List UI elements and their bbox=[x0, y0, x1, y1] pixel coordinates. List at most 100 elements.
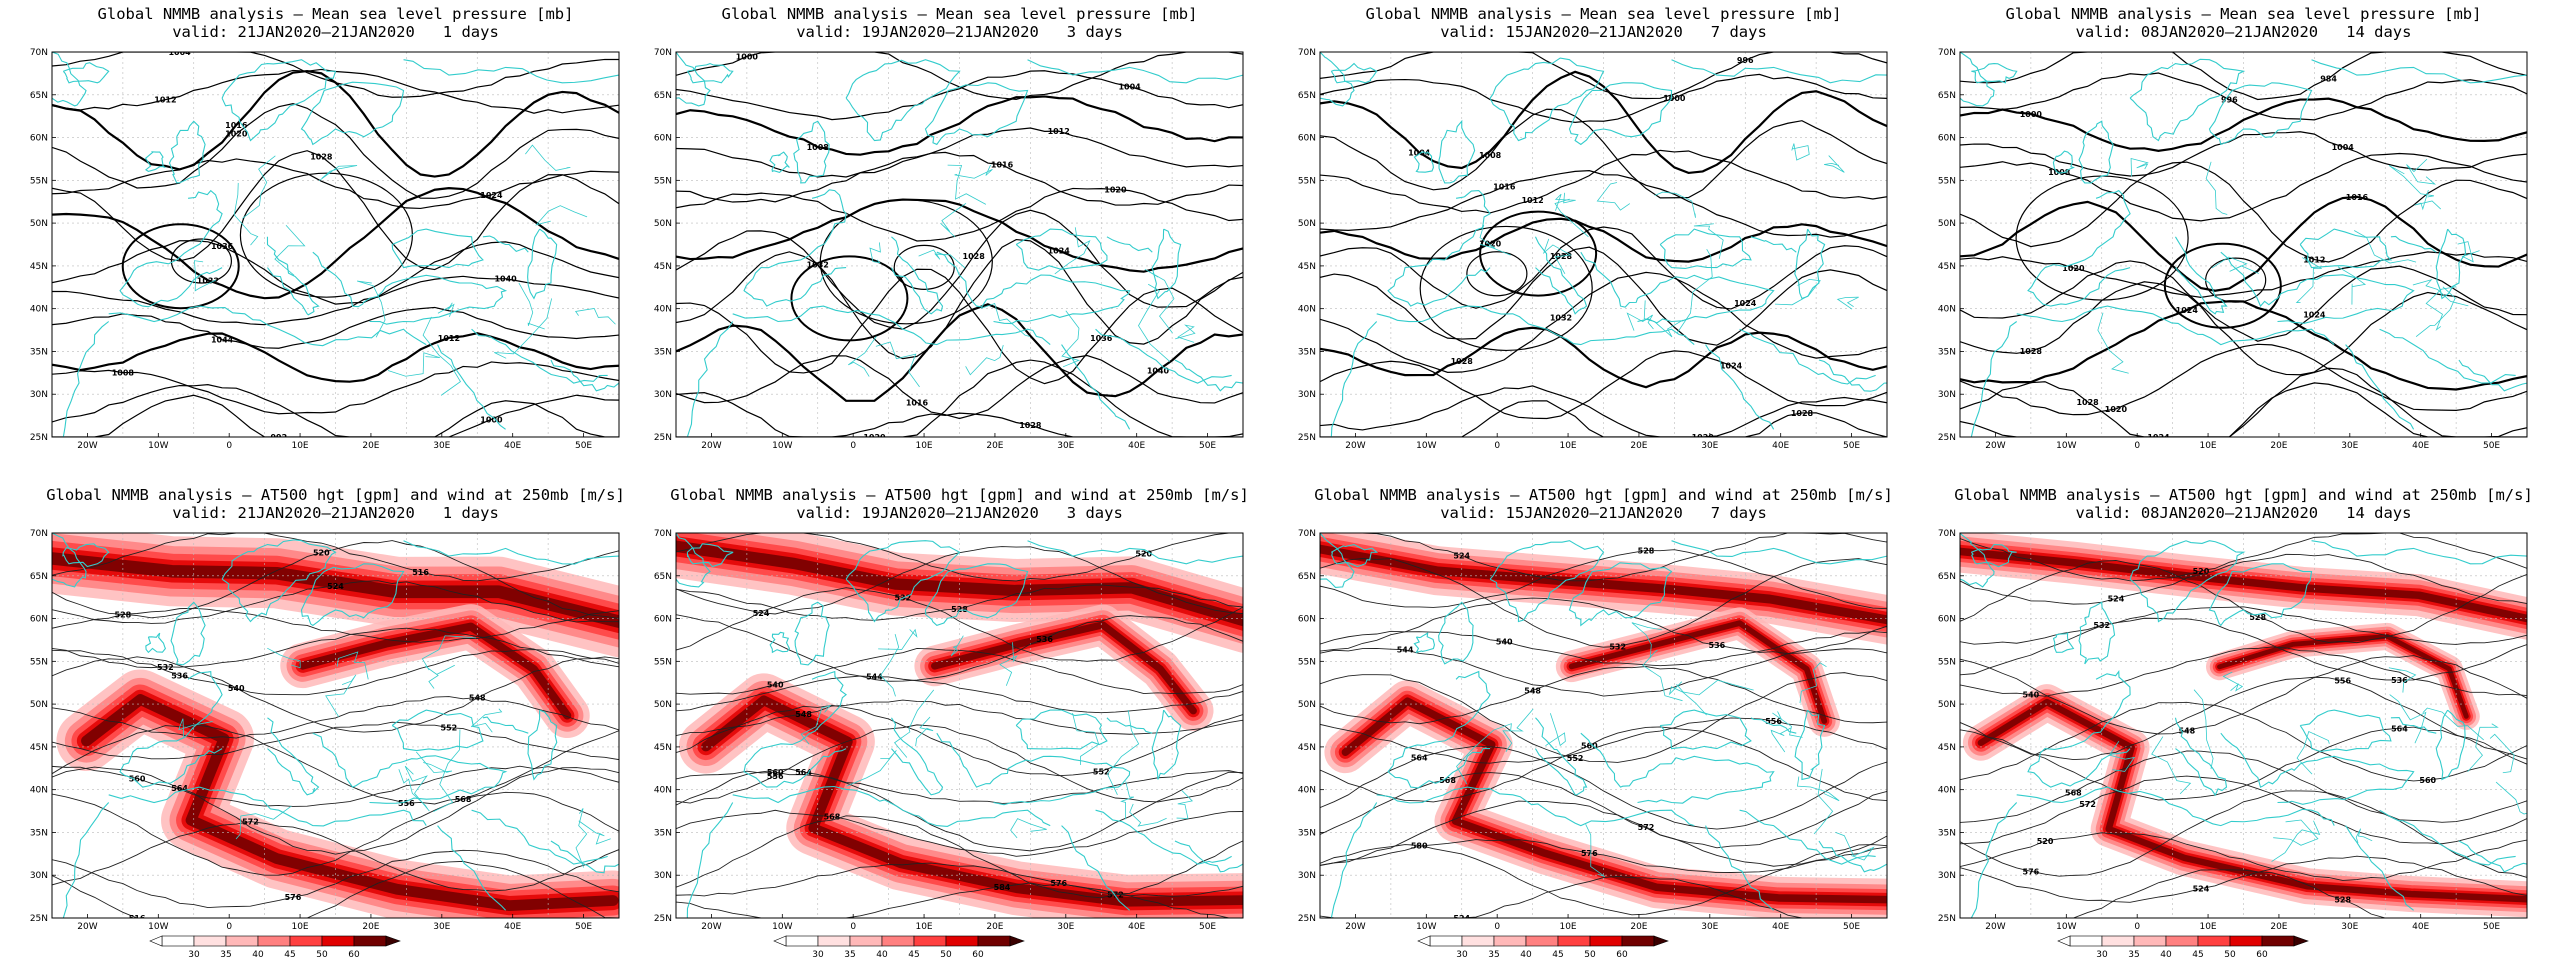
country-border bbox=[915, 716, 934, 747]
country-border bbox=[1554, 198, 1589, 238]
isobar-line bbox=[52, 306, 619, 349]
lat-tick-label: 25N bbox=[1298, 433, 1316, 443]
map-panel: 984 996 1000 1004 1008 1012 1016 1020 1024 1028 10… bbox=[1938, 48, 2528, 451]
coastline bbox=[686, 321, 734, 437]
isobar-line bbox=[676, 151, 1243, 206]
colorbar-swatch bbox=[2133, 935, 2167, 947]
map-frame bbox=[675, 51, 1244, 438]
coastline bbox=[391, 709, 484, 752]
lat-tick-label: 70N bbox=[1938, 48, 1956, 58]
panel-valid-line: valid: 08JAN2020–21JAN2020 14 days bbox=[2075, 504, 2412, 522]
panel-valid-line: valid: 19JAN2020–21JAN2020 3 days bbox=[796, 504, 1123, 522]
contour-label: 568 bbox=[2065, 788, 2082, 797]
country-border bbox=[1642, 649, 1683, 702]
isobar-ring bbox=[1466, 251, 1528, 297]
lat-tick-label: 35N bbox=[30, 828, 48, 838]
height-contour bbox=[1960, 855, 2527, 903]
country-border bbox=[1791, 143, 1810, 161]
coastline bbox=[2052, 632, 2075, 653]
lon-tick-label: 10W bbox=[2056, 922, 2076, 932]
contour-label: 1004 bbox=[1118, 83, 1141, 92]
height-contour bbox=[1960, 775, 2527, 845]
height-contour bbox=[1960, 832, 2527, 881]
isobar-line bbox=[1320, 400, 1887, 437]
isobar-line bbox=[676, 70, 1243, 121]
lon-tick-label: 0 bbox=[2134, 441, 2140, 451]
coastline bbox=[62, 321, 110, 437]
contour-label: 1044 bbox=[211, 336, 234, 345]
lat-tick-label: 40N bbox=[1298, 305, 1316, 315]
coastline bbox=[1174, 359, 1243, 392]
coastline bbox=[403, 59, 619, 84]
lon-tick-label: 10W bbox=[772, 441, 792, 451]
colorbar: 30 35 40 45 50 60 bbox=[149, 935, 401, 960]
isobar-line bbox=[52, 158, 619, 210]
coastline bbox=[936, 251, 1131, 325]
contour-label: 556 bbox=[767, 772, 784, 781]
lat-tick-label: 45N bbox=[1938, 743, 1956, 753]
country-border bbox=[918, 249, 966, 269]
coastline bbox=[1818, 359, 1887, 392]
lon-tick-label: 20W bbox=[1985, 441, 2005, 451]
coastline bbox=[769, 631, 791, 654]
isobar-line bbox=[1320, 170, 1887, 238]
lon-tick-label: 10E bbox=[1559, 441, 1576, 451]
colorbar-tick: 35 bbox=[844, 950, 855, 960]
lat-tick-label: 30N bbox=[30, 390, 48, 400]
lat-tick-label: 60N bbox=[654, 615, 672, 625]
panel-title-line: Global NMMB analysis – AT500 hgt [gpm] a… bbox=[670, 486, 1249, 504]
colorbar-swatch bbox=[1621, 935, 1655, 947]
country-border bbox=[242, 155, 276, 219]
lat-tick-label: 70N bbox=[654, 48, 672, 58]
coastline bbox=[1061, 825, 1130, 911]
country-border bbox=[2495, 781, 2527, 828]
lon-tick-label: 50E bbox=[575, 922, 592, 932]
contour-label: 1004 bbox=[2332, 143, 2355, 152]
coastline bbox=[1971, 62, 2018, 84]
coastline bbox=[2311, 59, 2527, 84]
coastline bbox=[1818, 840, 1887, 873]
coastline bbox=[1534, 236, 1588, 315]
lon-tick-label: 40E bbox=[1772, 441, 1789, 451]
contour-label: 1024 bbox=[480, 191, 503, 200]
colorbar-swatch bbox=[913, 935, 947, 947]
colorbar-swatch bbox=[161, 935, 195, 947]
lon-tick-label: 40E bbox=[504, 922, 521, 932]
isobar-line bbox=[676, 209, 1243, 330]
lon-tick-label: 50E bbox=[1843, 441, 1860, 451]
coastline bbox=[1580, 732, 1775, 804]
lon-tick-label: 10W bbox=[772, 922, 792, 932]
country-border bbox=[494, 298, 553, 359]
country-border bbox=[880, 634, 900, 697]
lat-tick-label: 70N bbox=[1298, 529, 1316, 539]
coastline bbox=[550, 359, 619, 392]
coastline bbox=[1330, 802, 1378, 918]
height-contour bbox=[676, 675, 1243, 714]
coastline bbox=[1671, 540, 1887, 565]
colorbar-swatch bbox=[849, 935, 883, 947]
colorbar-tick: 40 bbox=[876, 950, 888, 960]
lat-tick-label: 25N bbox=[654, 914, 672, 924]
country-border bbox=[2415, 286, 2456, 337]
coastline bbox=[732, 785, 1051, 827]
map-frame bbox=[1959, 51, 2528, 438]
coastline bbox=[1413, 151, 1434, 173]
coastline bbox=[936, 732, 1131, 806]
height-contour bbox=[1960, 726, 2527, 801]
contour-label: 1020 bbox=[2062, 264, 2085, 273]
contour-label: 1024 bbox=[1048, 246, 1071, 255]
lat-tick-label: 70N bbox=[1938, 529, 1956, 539]
height-contour bbox=[52, 580, 619, 624]
country-border bbox=[318, 165, 358, 181]
height-contour bbox=[1320, 597, 1887, 655]
coastline bbox=[845, 59, 961, 142]
isobar-line bbox=[1960, 195, 2527, 292]
lat-tick-label: 55N bbox=[1938, 176, 1956, 186]
lat-tick-label: 45N bbox=[30, 743, 48, 753]
isobar-line bbox=[1320, 149, 1887, 214]
coastline bbox=[300, 81, 405, 146]
lon-tick-label: 10W bbox=[148, 922, 168, 932]
country-border bbox=[2271, 820, 2321, 862]
lon-tick-label: 20W bbox=[1985, 922, 2005, 932]
country-border bbox=[2337, 266, 2367, 305]
